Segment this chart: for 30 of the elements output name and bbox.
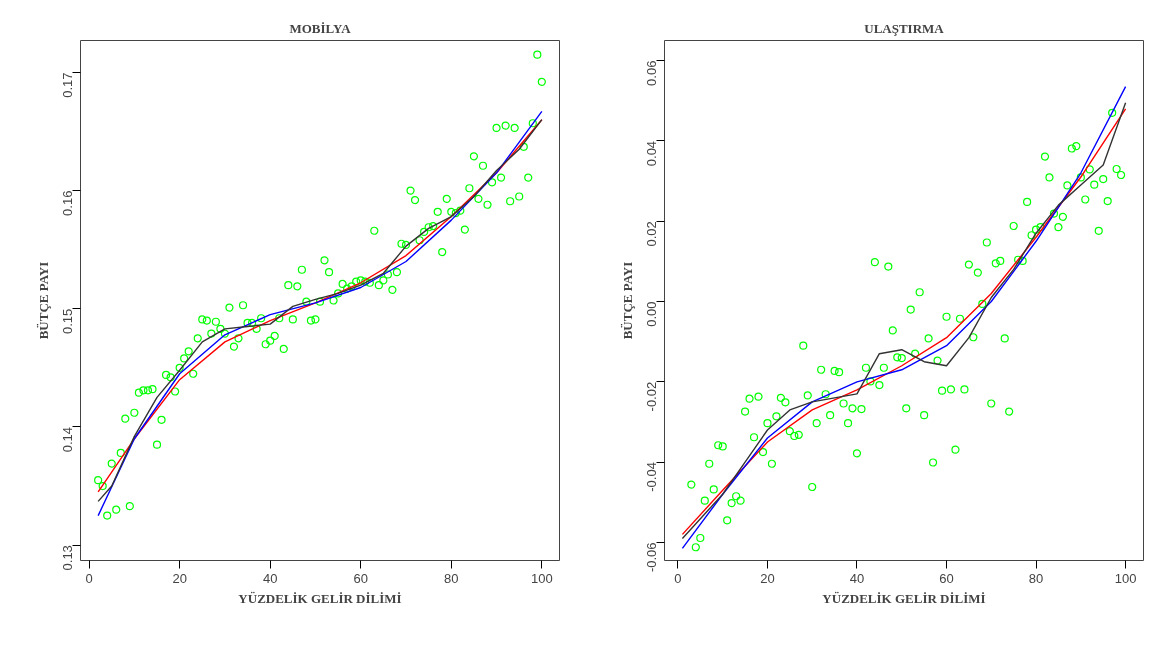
x-tick-label: 20: [172, 570, 187, 586]
x-tick-label: 100: [1114, 570, 1137, 586]
y-tick-label: -0.02: [644, 381, 659, 412]
y-tick-label: 0.17: [60, 72, 75, 98]
x-tick-label: 40: [849, 570, 865, 586]
x-axis-title: YÜZDELİK GELİR DİLİMİ: [238, 590, 402, 606]
x-tick-label: 0: [674, 570, 682, 586]
x-tick-label: 100: [531, 570, 553, 586]
y-tick-label: 0.02: [644, 221, 659, 247]
x-tick-label: 40: [262, 570, 278, 586]
y-tick-label: 0.06: [644, 60, 659, 86]
chart-title: ULAŞTIRMA: [864, 20, 945, 36]
y-tick-label: 0.14: [60, 426, 75, 453]
x-tick-label: 60: [939, 570, 954, 586]
y-tick-label: 0.15: [60, 308, 75, 335]
y-tick-label: 0.13: [60, 545, 75, 571]
y-tick-label: 0.16: [60, 190, 75, 216]
y-axis-title: BÜTÇE PAYI: [35, 261, 51, 340]
x-tick-label: 60: [353, 570, 368, 586]
y-axis-title: BÜTÇE PAYI: [619, 261, 635, 340]
x-tick-label: 80: [444, 570, 459, 586]
x-tick-label: 20: [760, 570, 775, 586]
y-tick-label: 0.04: [644, 140, 659, 167]
y-tick-label: -0.04: [644, 462, 659, 492]
x-tick-label: 80: [1028, 570, 1044, 586]
y-tick-label: 0.00: [644, 301, 659, 327]
y-tick-label: -0.06: [644, 542, 659, 573]
x-tick-label: 0: [85, 570, 93, 586]
x-axis-title: YÜZDELİK GELİR DİLİMİ: [822, 590, 986, 606]
chart-title: MOBİLYA: [289, 20, 352, 36]
